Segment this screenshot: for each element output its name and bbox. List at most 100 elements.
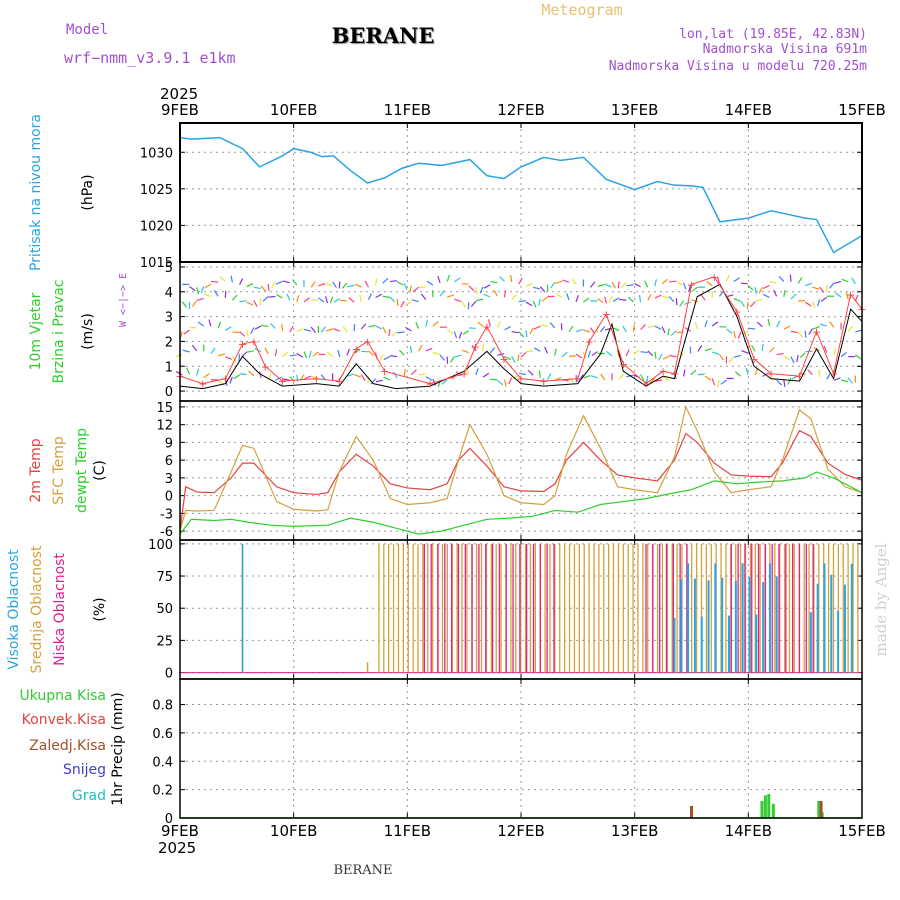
x-tick-label-top: 13FEB (611, 101, 658, 119)
wind-barb (669, 354, 677, 358)
wind-barb (798, 372, 806, 376)
wind-barb (268, 295, 276, 298)
y-axis-label: SFC Temp (51, 436, 67, 505)
wind-barb (425, 376, 433, 381)
model-name: wrf−nmm_v3.9.1 e1km (64, 49, 236, 67)
wind-barb (396, 298, 399, 306)
wind-barb (762, 284, 770, 290)
wind-gust-marker: + (482, 321, 491, 334)
y-axis-label: (%) (92, 597, 108, 621)
wind-barb (477, 321, 484, 327)
x-tick-label-top: 14FEB (725, 101, 772, 119)
wind-barb (326, 351, 334, 357)
wind-barb (606, 350, 613, 357)
y-tick-label: 3 (165, 472, 173, 487)
wind-barb (476, 298, 484, 302)
wind-barb (654, 294, 662, 299)
panel-wind: 0 1 2 3 4 5 + + + + + + + + + + + + + + + + + + + + + + + + + + + + + + + + + +… (28, 261, 867, 402)
precip-legend-label: Snijeg (63, 762, 106, 778)
wind-barb (368, 324, 376, 328)
wind-gust-marker: + (198, 378, 207, 391)
wind-barb (829, 321, 835, 328)
wind-barb (496, 320, 501, 328)
wind-barb (275, 376, 282, 381)
wind-barb (817, 299, 821, 307)
x-tick-label-top: 11FEB (384, 101, 431, 119)
panel-frame (179, 678, 863, 819)
wind-barb (471, 344, 477, 352)
wind-barb (246, 350, 254, 353)
wind-gust-marker: + (619, 358, 628, 371)
y-axis-label: 10m Vjetar (28, 292, 44, 370)
wind-barb (296, 353, 304, 358)
wind-barb (292, 279, 298, 286)
wind-barb (762, 293, 770, 299)
wind-barb (728, 356, 735, 363)
x-tick-label-bottom: 12FEB (497, 822, 544, 840)
wind-barb (783, 355, 791, 361)
wind-barb (726, 294, 734, 298)
wind-barb (626, 284, 634, 287)
wind-barb (726, 328, 733, 334)
wind-barb (640, 351, 648, 354)
wind-barb (204, 293, 212, 298)
wind-barb (533, 325, 541, 330)
wind-barb (191, 300, 198, 307)
wind-barb (308, 350, 312, 358)
wind-barb (582, 297, 590, 303)
wind-barb (458, 331, 463, 339)
wind-barb (346, 373, 354, 377)
wind-barb (348, 297, 355, 303)
wind-barb (546, 373, 552, 380)
wind-barb (597, 284, 605, 287)
wind-barb (532, 300, 537, 308)
wind-gust-marker: + (766, 368, 775, 381)
wind-barb (716, 380, 720, 388)
wind-barb (566, 293, 570, 301)
wind-barb (647, 350, 654, 357)
wind-barb (447, 294, 455, 298)
wind-barb (281, 323, 284, 331)
wind-barb (254, 325, 262, 330)
wind-barb (525, 330, 528, 338)
wind-barb (554, 348, 557, 356)
x-tick-label-top: 10FEB (270, 101, 317, 119)
wind-barb (260, 285, 267, 292)
wind-barb (517, 354, 520, 362)
y-axis-label: (C) (92, 460, 108, 481)
wind-barb (186, 367, 190, 375)
wind-barb (462, 330, 470, 336)
wind-barb (667, 328, 670, 336)
wind-gust-marker: + (573, 373, 582, 386)
wind-barb (454, 277, 461, 283)
wind-barb (248, 370, 255, 377)
wind-barb (845, 292, 849, 300)
wind-barb (518, 331, 525, 338)
wind-barb (432, 352, 440, 355)
wind-barb (525, 301, 533, 307)
wind-barb (454, 354, 462, 358)
wind-gust-marker: + (812, 326, 821, 339)
wind-barb (197, 321, 205, 327)
wind-barb (391, 330, 398, 337)
wind-gust-marker: + (829, 368, 838, 381)
wind-barb (541, 296, 548, 302)
wind-barb (634, 282, 641, 288)
wind-barb (425, 319, 429, 327)
wind-barb (497, 353, 505, 356)
wind-barb (690, 369, 697, 376)
wind-barb (789, 274, 792, 282)
wind-barb (526, 350, 534, 353)
wind-barb (425, 347, 433, 352)
wind-barb (716, 276, 720, 284)
wind-barb (403, 283, 408, 291)
y-tick-label: 0.8 (152, 699, 173, 714)
y-axis-label: 1hr Precip (mm) (110, 692, 126, 805)
wind-barb (432, 321, 439, 327)
wind-barb (538, 298, 541, 306)
y-tick-label: 100 (148, 538, 173, 553)
wind-barb (682, 369, 686, 377)
wind-barb (818, 369, 821, 377)
wind-barb (304, 375, 312, 380)
